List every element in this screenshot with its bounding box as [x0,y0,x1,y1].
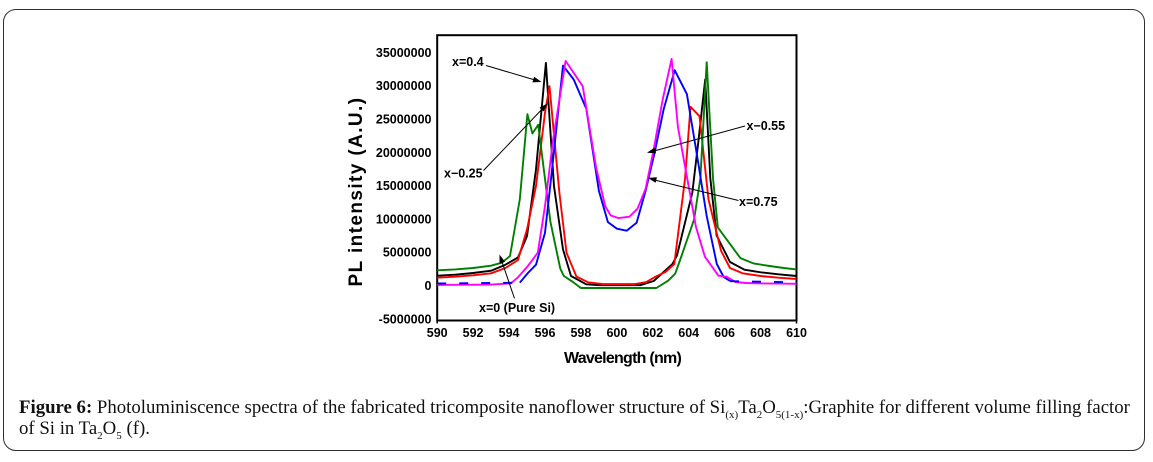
svg-text:602: 602 [642,326,663,340]
svg-text:x=0 (Pure Si): x=0 (Pure Si) [479,301,555,315]
svg-text:Wavelength (nm): Wavelength (nm) [564,350,681,367]
svg-text:x−0.25: x−0.25 [444,167,483,181]
svg-text:606: 606 [714,326,735,340]
svg-text:5000000: 5000000 [383,246,432,260]
svg-text:596: 596 [535,326,556,340]
svg-text:590: 590 [427,326,448,340]
svg-text:x=0.4: x=0.4 [452,55,484,69]
svg-text:598: 598 [570,326,591,340]
svg-text:PL intensity (A.U.): PL intensity (A.U.) [346,97,367,287]
svg-text:15000000: 15000000 [376,179,432,193]
svg-text:25000000: 25000000 [376,113,432,127]
svg-text:610: 610 [786,326,807,340]
svg-text:0: 0 [425,279,432,293]
svg-text:x=0.75: x=0.75 [739,195,778,209]
svg-text:604: 604 [678,326,699,340]
svg-text:592: 592 [463,326,484,340]
svg-text:10000000: 10000000 [376,212,432,226]
svg-text:30000000: 30000000 [376,79,432,93]
svg-text:594: 594 [499,326,520,340]
svg-text:600: 600 [606,326,627,340]
svg-text:35000000: 35000000 [376,46,432,60]
svg-text:20000000: 20000000 [376,146,432,160]
svg-text:-5000000: -5000000 [379,312,432,326]
svg-text:608: 608 [750,326,771,340]
svg-text:x−0.55: x−0.55 [747,119,786,133]
